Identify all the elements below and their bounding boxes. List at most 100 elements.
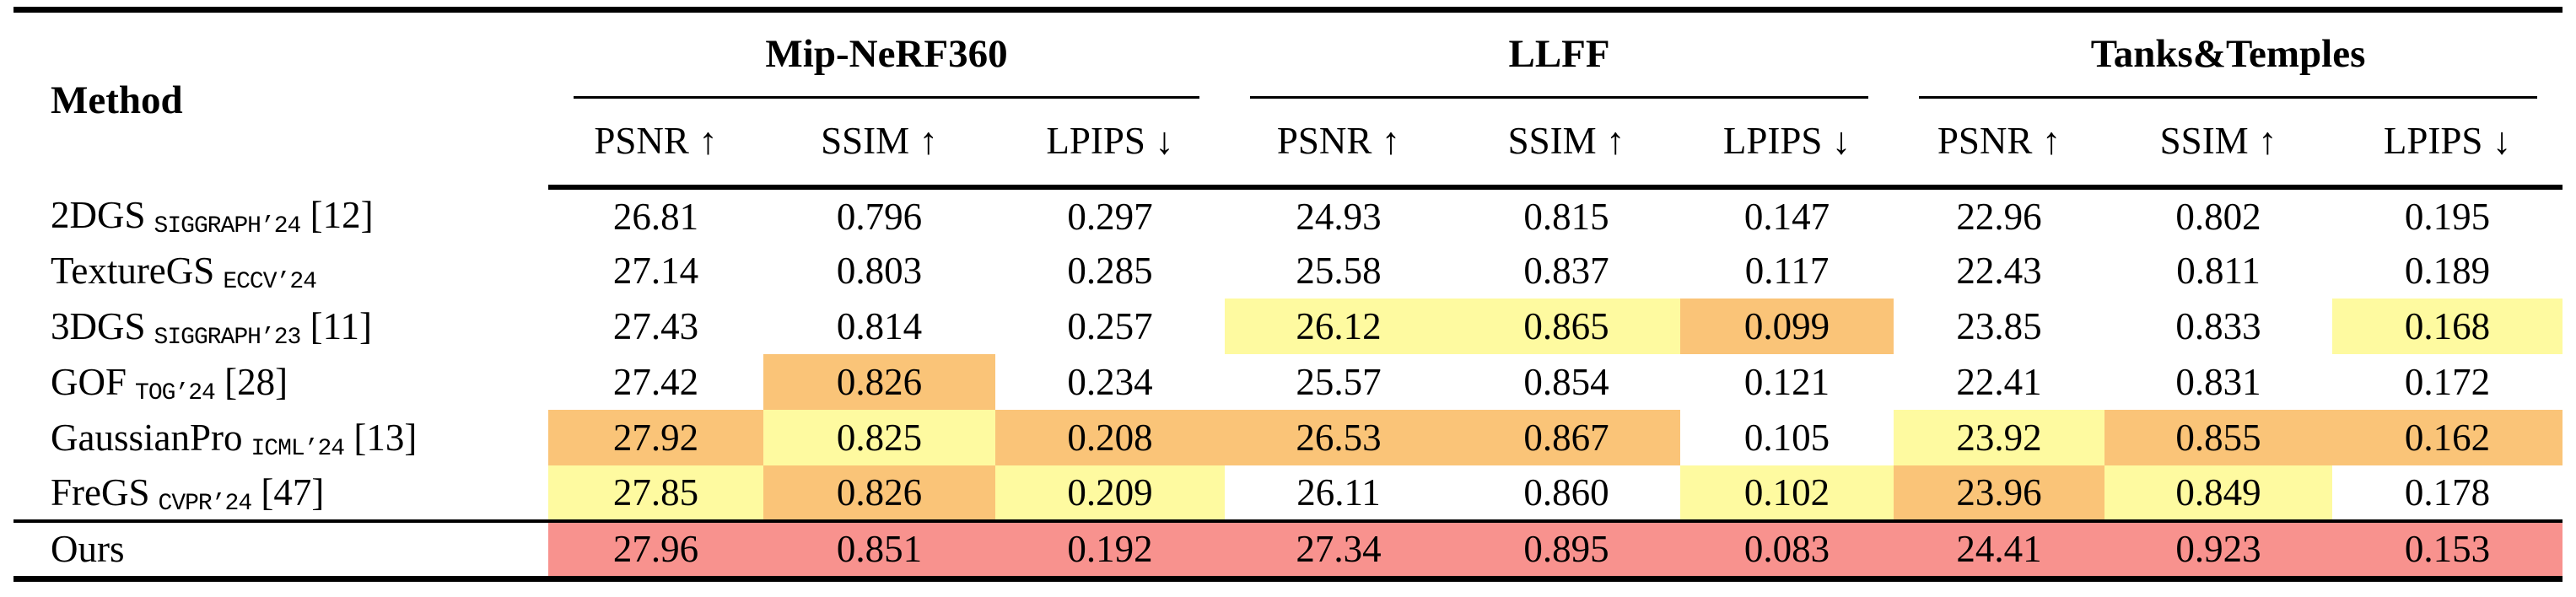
metric-value-cell: 23.85 [1956,305,2042,347]
metric-value-cell: 0.192 [995,519,1226,578]
metric-value-cell: 0.854 [1523,361,1609,403]
metric-value-cell: 0.117 [1744,250,1830,292]
metric-value-cell: 0.297 [1067,195,1153,238]
metric-value-cell: 0.815 [1523,195,1609,238]
metric-value-cell: 0.105 [1743,417,1830,459]
metric-value-cell: 23.92 [1894,410,2105,465]
metric-value-cell: 27.85 [548,465,763,521]
metric-value-cell: 0.833 [2175,305,2261,347]
venue-tag: SIGGRAPH’23 [154,325,302,351]
table-row: GOF TOG’24 [28] 27.42 0.826 0.234 25.57 0.854 0… [13,354,2563,410]
group-title-tanks-temples: Tanks&Temples [2090,31,2366,76]
method-column-header: Method [51,78,183,122]
table-row: FreGS CVPR’24 [47] 27.85 0.826 0.209 26.11 0.8… [13,465,2563,521]
group-underline-tanks-temples: Tanks&Temples [1919,12,2538,99]
metric-value-cell: 0.083 [1680,519,1894,578]
metric-header-mip-psnr: PSNR ↑ [548,97,763,190]
method-name: GaussianPro [51,417,243,459]
venue-tag: ECCV’24 [223,269,317,295]
metric-value-cell: 27.34 [1225,519,1453,578]
metric-value-cell: 0.121 [1743,361,1830,403]
metric-value-cell: 0.208 [995,410,1226,465]
metric-value-cell: 0.825 [763,410,995,465]
venue-tag: TOG’24 [135,380,216,406]
metric-header-mip-ssim: SSIM ↑ [763,97,995,190]
group-header-row: Method Mip-NeRF360 LLFF Tanks&Temples [13,10,2563,122]
reference-citation: [13] [344,417,418,459]
method-name: 3DGS [51,305,146,347]
metric-value-cell: 26.53 [1225,410,1453,465]
metric-value-cell: 27.14 [612,250,699,292]
method-cell: TextureGS ECCV’24 [13,243,548,298]
group-underline-mipnerf360: Mip-NeRF360 [574,12,1200,99]
venue-tag: SIGGRAPH’24 [154,213,302,239]
method-cell: GOF TOG’24 [28] [13,354,548,410]
group-title-mipnerf360: Mip-NeRF360 [765,31,1008,76]
metric-value-cell: 0.826 [763,354,995,410]
group-underline-llff: LLFF [1250,12,1869,99]
method-name: 2DGS [51,194,146,236]
metric-value-cell: 0.234 [1067,361,1153,403]
metric-value-cell: 0.860 [1523,471,1609,514]
reference-citation: [28] [214,361,288,403]
results-table: Method Mip-NeRF360 LLFF Tanks&Temples [13,7,2563,582]
metric-header-llff-psnr: PSNR ↑ [1225,97,1453,190]
method-cell: GaussianPro ICML’24 [13] [13,410,548,465]
metric-value-cell: 0.826 [763,465,995,521]
metric-header-tt-ssim: SSIM ↑ [2104,97,2333,190]
metric-value-cell: 0.209 [995,465,1226,521]
method-cell: Ours [13,519,548,578]
metric-value-cell: 0.153 [2332,519,2563,578]
metric-value-cell: 0.796 [836,195,923,238]
metric-value-cell: 26.11 [1296,471,1381,514]
metric-value-cell: 0.189 [2404,250,2491,292]
table-row: GaussianPro ICML’24 [13] 27.92 0.825 0.208 26… [13,410,2563,465]
metric-value-cell: 0.837 [1523,250,1609,292]
method-name: FreGS [51,471,150,514]
metric-header-tt-psnr: PSNR ↑ [1894,97,2105,190]
metric-header-llff-lpips: LPIPS ↓ [1680,97,1894,190]
venue-tag: ICML’24 [251,436,345,462]
metric-value-cell: 0.168 [2332,298,2563,354]
metric-value-cell: 0.831 [2175,361,2261,403]
metric-value-cell: 0.849 [2104,465,2333,521]
table-row-ours: Ours 27.96 0.851 0.192 27.34 0.895 0.083 24.41 0… [13,519,2563,578]
metric-value-cell: 23.96 [1894,465,2105,521]
metric-value-cell: 0.867 [1452,410,1681,465]
metric-value-cell: 0.851 [763,519,995,578]
table-row: TextureGS ECCV’24 27.14 0.803 0.285 25.58 0.83… [13,243,2563,298]
metric-value-cell: 27.92 [548,410,763,465]
metric-value-cell: 0.178 [2404,471,2491,514]
metric-value-cell: 0.102 [1680,465,1894,521]
metric-value-cell: 0.257 [1067,305,1153,347]
metric-value-cell: 0.285 [1067,250,1153,292]
metric-header-llff-ssim: SSIM ↑ [1452,97,1681,190]
metric-value-cell: 0.923 [2104,519,2333,578]
group-header-tanks-temples: Tanks&Temples [1894,10,2563,99]
reference-citation: [11] [300,305,372,347]
reference-citation: [12] [300,194,374,236]
metric-value-cell: 0.814 [836,305,923,347]
method-name: TextureGS [51,250,215,292]
table-body: 2DGS SIGGRAPH’24 [12] 26.81 0.796 0.297 24.93… [13,187,2563,578]
metric-value-cell: 27.96 [548,519,763,578]
metric-value-cell: 0.865 [1452,298,1681,354]
metric-value-cell: 25.57 [1296,361,1382,403]
table-row: 3DGS SIGGRAPH’23 [11] 27.43 0.814 0.257 26.12… [13,298,2563,354]
metric-value-cell: 0.855 [2104,410,2333,465]
venue-tag: CVPR’24 [158,491,253,517]
group-header-mipnerf360: Mip-NeRF360 [548,10,1225,99]
metric-value-cell: 27.42 [612,361,699,403]
method-name: Ours [51,528,125,571]
metric-value-cell: 24.93 [1296,195,1382,238]
metric-value-cell: 0.099 [1680,298,1894,354]
reference-citation: [47] [251,471,325,514]
method-cell: FreGS CVPR’24 [47] [13,465,548,521]
table-row: 2DGS SIGGRAPH’24 [12] 26.81 0.796 0.297 24.93… [13,187,2563,243]
metric-value-cell: 26.12 [1225,298,1453,354]
group-title-llff: LLFF [1508,31,1610,76]
metric-value-cell: 25.58 [1296,250,1382,292]
group-header-llff: LLFF [1225,10,1894,99]
method-name: GOF [51,361,127,403]
